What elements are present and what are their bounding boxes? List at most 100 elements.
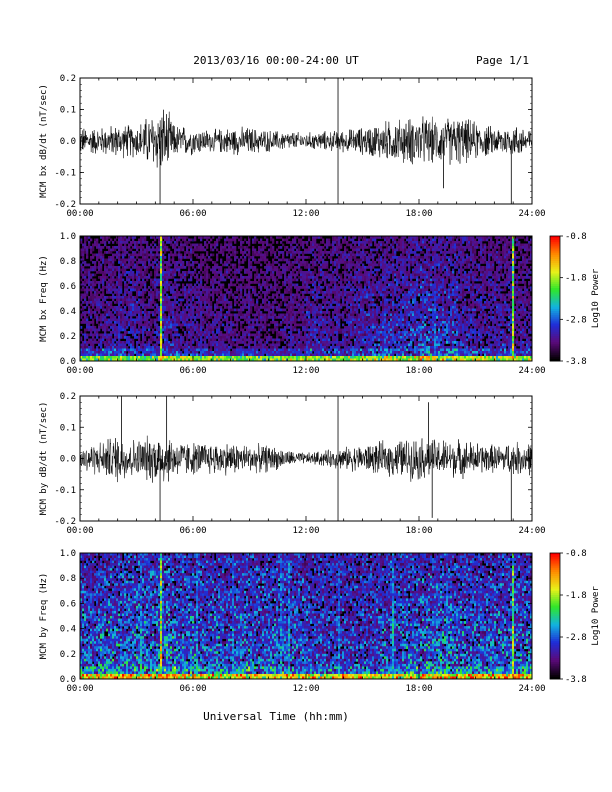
spectrogram-cell [186,341,188,344]
spectrogram-cell [160,344,162,347]
spectrogram-cell [128,261,130,264]
spectrogram-cell [130,291,132,294]
spectrogram-cell [334,261,336,264]
spectrogram-cell [140,239,142,242]
spectrogram-cell [142,284,144,287]
spectrogram-cell [162,336,164,339]
spectrogram-cell [172,246,174,249]
spectrogram-cell [242,309,244,312]
spectrogram-cell [336,294,338,297]
spectrogram-cell [296,319,298,322]
spectrogram-cell [196,244,198,247]
spectrogram-cell [290,346,292,349]
spectrogram-cell [116,276,118,279]
spectrogram-cell [208,274,210,277]
spectrogram-cell [162,291,164,294]
spectrogram-cell [114,349,116,352]
spectrogram-cell [96,356,98,359]
spectrogram-cell [82,289,84,292]
spectrogram-cell [336,336,338,339]
spectrogram-cell [292,344,294,347]
spectrogram-cell [180,254,182,257]
spectrogram-cell [98,309,100,312]
spectrogram-cell [286,291,288,294]
spectrogram-cell [172,309,174,312]
spectrogram-cell [86,316,88,319]
spectrogram-cell [186,291,188,294]
spectrogram-cell [158,269,160,272]
spectrogram-cell [298,344,300,347]
spectrogram-cell [304,329,306,332]
spectrogram-cell [310,244,312,247]
spectrogram-cell [148,286,150,289]
spectrogram-cell [254,294,256,297]
spectrogram-cell [204,314,206,317]
spectrogram-cell [330,304,332,307]
spectrogram-cell [266,294,268,297]
spectrogram-cell [178,316,180,319]
spectrogram-cell [196,326,198,329]
spectrogram-cell [98,356,100,359]
spectrogram-cell [310,349,312,352]
spectrogram-cell [284,289,286,292]
spectrogram-cell [224,351,226,354]
spectrogram-cell [102,256,104,259]
spectrogram-cell [248,259,250,262]
spectrogram-cell [146,279,148,282]
spectrogram-cell [334,251,336,254]
spectrogram-cell [236,324,238,327]
spectrogram-cell [330,321,332,324]
spectrogram-cell [82,346,84,349]
spectrogram-cell [94,264,96,267]
spectrogram-cell [248,339,250,342]
spectrogram-cell [210,304,212,307]
spectrogram-cell [182,284,184,287]
spectrogram-cell [184,296,186,299]
spectrogram-cell [82,249,84,252]
spectrogram-cell [274,254,276,257]
spectrogram-cell [154,324,156,327]
spectrogram-cell [212,244,214,247]
spectrogram-cell [90,296,92,299]
spectrogram-cell [102,299,104,302]
spectrogram-cell [156,341,158,344]
spectrogram-cell [122,261,124,264]
spectrogram-cell [128,331,130,334]
spectrogram-cell [248,331,250,334]
spectrogram-cell [170,289,172,292]
spectrogram-cell [296,301,298,304]
spectrogram-cell [84,294,86,297]
spectrogram-cell [304,341,306,344]
spectrogram-cell [270,316,272,319]
spectrogram-cell [128,304,130,307]
spectrogram-cell [144,274,146,277]
spectrogram-cell [112,254,114,257]
spectrogram-cell [226,276,228,279]
spectrogram-cell [238,354,240,357]
spectrogram-cell [258,249,260,252]
spectrogram-cell [302,344,304,347]
spectrogram-cell [338,319,340,322]
spectrogram-cell [248,256,250,259]
spectrogram-cell [230,341,232,344]
spectrogram-cell [162,344,164,347]
spectrogram-cell [322,346,324,349]
spectrogram-cell [218,329,220,332]
spectrogram-cell [288,276,290,279]
spectrogram-cell [144,346,146,349]
spectrogram-cell [200,281,202,284]
spectrogram-cell [336,324,338,327]
spectrogram-cell [310,351,312,354]
spectrogram-cell [138,279,140,282]
spectrogram-cell [118,334,120,337]
spectrogram-cell [270,296,272,299]
spectrogram-cell [138,299,140,302]
spectrogram-cell [118,251,120,254]
spectrogram-cell [184,276,186,279]
spectrogram-cell [248,309,250,312]
spectrogram-cell [114,301,116,304]
x-tick-label: 06:00 [179,209,206,219]
spectrogram-cell [242,301,244,304]
spectrogram-cell [180,264,182,267]
spectrogram-cell [214,321,216,324]
